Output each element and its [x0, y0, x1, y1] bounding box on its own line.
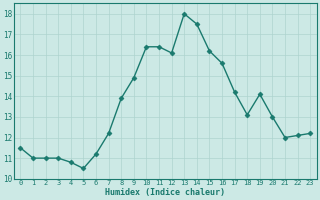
- X-axis label: Humidex (Indice chaleur): Humidex (Indice chaleur): [105, 188, 225, 197]
